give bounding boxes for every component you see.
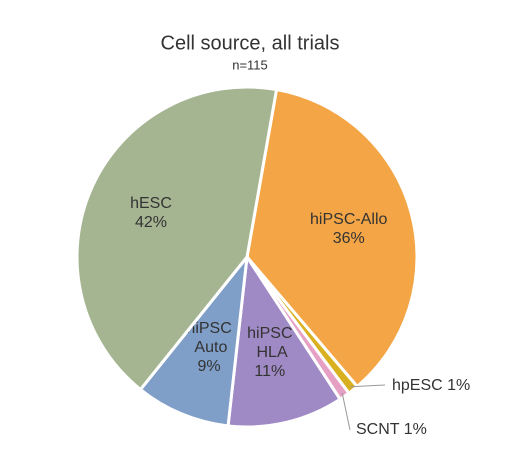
slice-label: hpESC 1%: [392, 377, 470, 394]
pie-slice: [138, 252, 250, 428]
leader-line: [350, 384, 386, 388]
slice-name: hiPSC-Allo: [310, 211, 387, 228]
slice-label: SCNT 1%: [356, 421, 427, 438]
slice-label: hiPSC HLA 11%: [247, 325, 292, 380]
chart-title: Cell source, all trials: [161, 32, 340, 54]
slice-value: 1%: [447, 377, 470, 394]
slice-name: hiPSC HLA: [247, 325, 292, 361]
slice-label: hiPSC Auto 9%: [186, 320, 231, 375]
slice-name: SCNT: [356, 421, 400, 438]
slice-name: hiPSC Auto: [186, 320, 231, 356]
chart-subtitle: n=115: [232, 57, 268, 72]
slice-label: hiPSC-Allo 36%: [310, 211, 387, 247]
pie-slice: [245, 87, 419, 389]
leader-line: [341, 392, 351, 431]
slice-value: 36%: [333, 230, 365, 247]
slice-value: 1%: [404, 421, 427, 438]
slice-value: 9%: [198, 358, 221, 375]
slice-value: 11%: [254, 363, 285, 380]
pie-slice: [226, 252, 343, 429]
slice-name: hpESC: [392, 377, 443, 394]
slice-label: hESC 42%: [130, 195, 172, 231]
slice-value: 42%: [135, 214, 167, 231]
pie-slice: [75, 85, 279, 392]
slice-name: hESC: [130, 195, 172, 212]
